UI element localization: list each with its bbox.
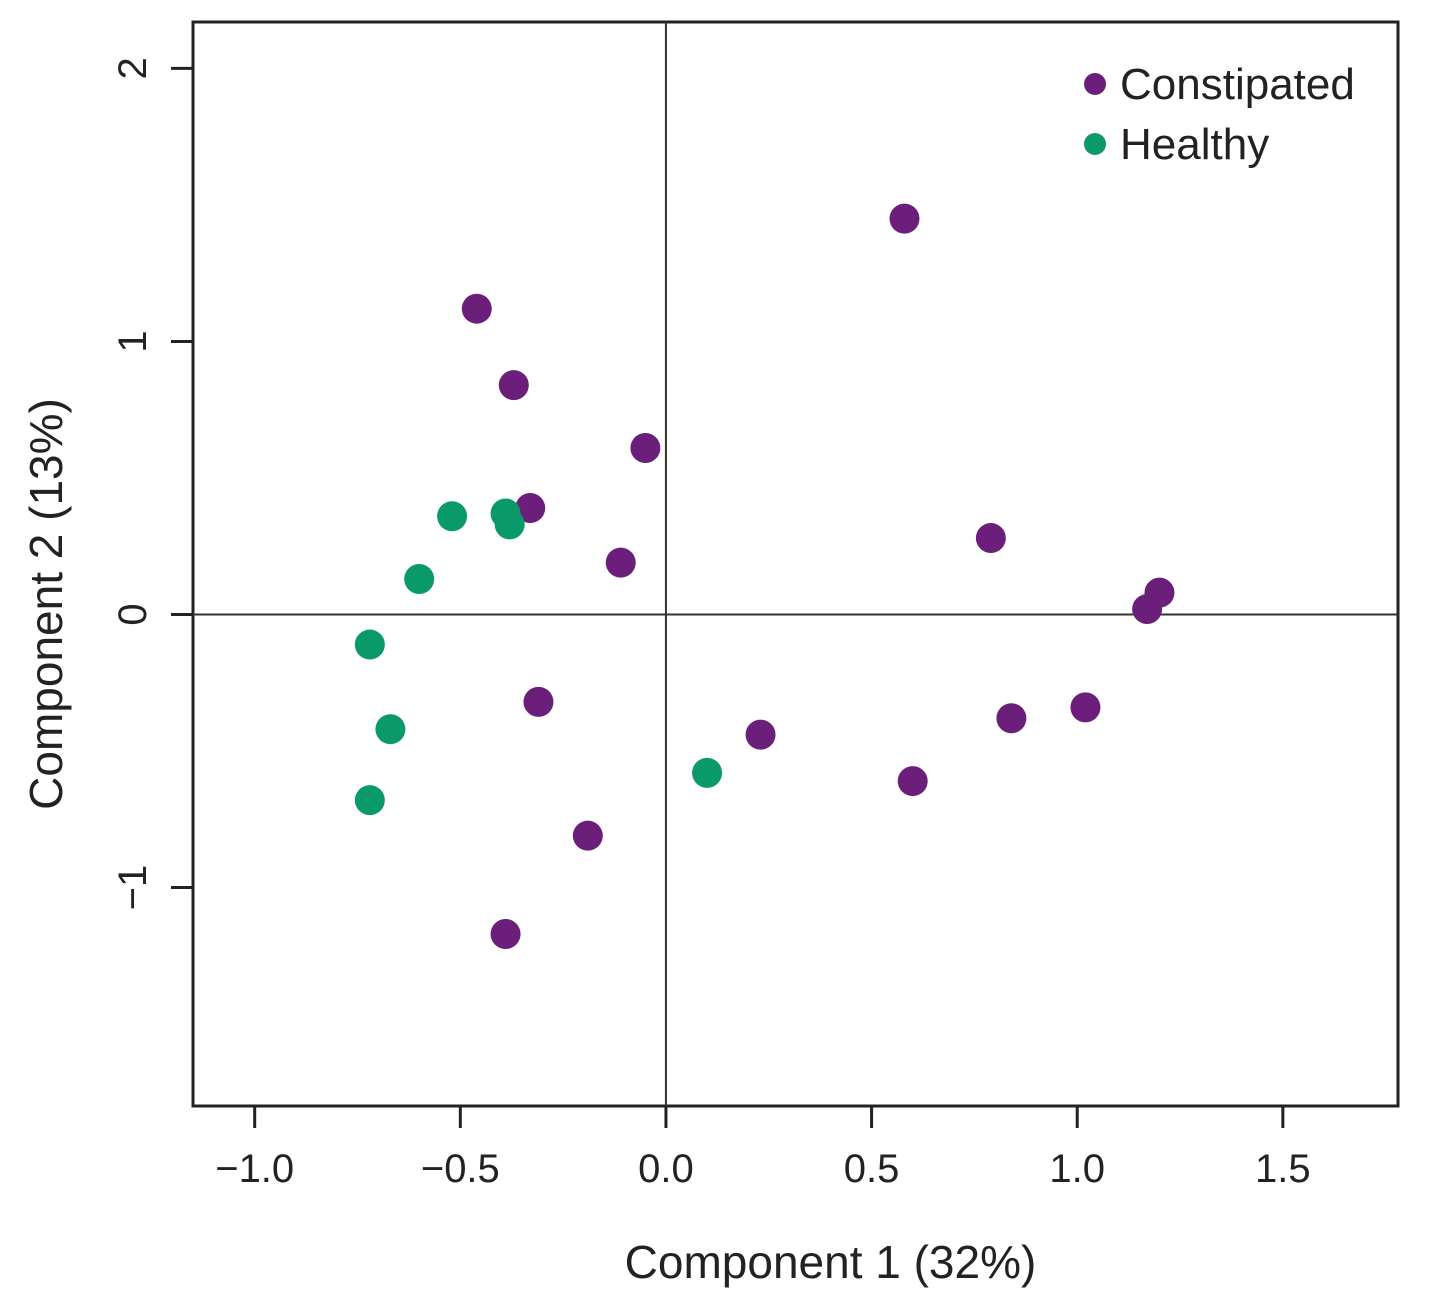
data-point-constipated [975, 523, 1006, 554]
x-tick-label: 1.0 [1049, 1147, 1105, 1191]
x-tick-label: 0.0 [638, 1147, 694, 1191]
data-point-constipated [1132, 594, 1163, 625]
data-point-constipated [498, 370, 529, 401]
data-point-constipated [605, 547, 636, 578]
points-layer [354, 203, 1175, 949]
data-point-healthy [692, 757, 723, 788]
data-point-healthy [494, 509, 525, 540]
legend-marker-healthy [1084, 133, 1106, 155]
legend-label-constipated: Constipated [1120, 60, 1355, 109]
data-point-constipated [745, 719, 776, 750]
data-point-constipated [461, 293, 492, 324]
data-point-constipated [515, 493, 546, 524]
legend-marker-constipated [1084, 73, 1106, 95]
data-point-constipated [490, 918, 521, 949]
legend: Constipated Healthy [1084, 60, 1355, 169]
y-tick-label: 0 [111, 603, 155, 625]
y-tick-label: 2 [111, 57, 155, 79]
plot-frame [191, 20, 1400, 1108]
data-point-constipated [572, 820, 603, 851]
data-point-constipated [523, 686, 554, 717]
x-tick-label: 1.5 [1255, 1147, 1311, 1191]
x-tick-label: 0.5 [844, 1147, 900, 1191]
data-point-healthy [354, 629, 385, 660]
axes-layer: −1.0 −0.5 0.0 0.5 1.0 1.5 −1 0 1 2 [111, 20, 1400, 1191]
data-point-healthy [437, 501, 468, 532]
data-point-constipated [897, 766, 928, 797]
data-point-constipated [889, 203, 920, 234]
y-axis-label: Component 2 (13%) [20, 398, 72, 810]
x-tick-label: −0.5 [421, 1147, 500, 1191]
data-point-constipated [1070, 692, 1101, 723]
data-point-healthy [404, 564, 435, 595]
data-point-healthy [354, 785, 385, 816]
x-tick-label: −1.0 [215, 1147, 294, 1191]
y-tick-label: 1 [111, 330, 155, 352]
data-point-constipated [630, 432, 661, 463]
data-point-constipated [996, 703, 1027, 734]
x-axis-label: Component 1 (32%) [625, 1236, 1037, 1288]
legend-label-healthy: Healthy [1120, 120, 1269, 169]
data-point-healthy [375, 714, 406, 745]
y-tick-label: −1 [111, 865, 155, 911]
